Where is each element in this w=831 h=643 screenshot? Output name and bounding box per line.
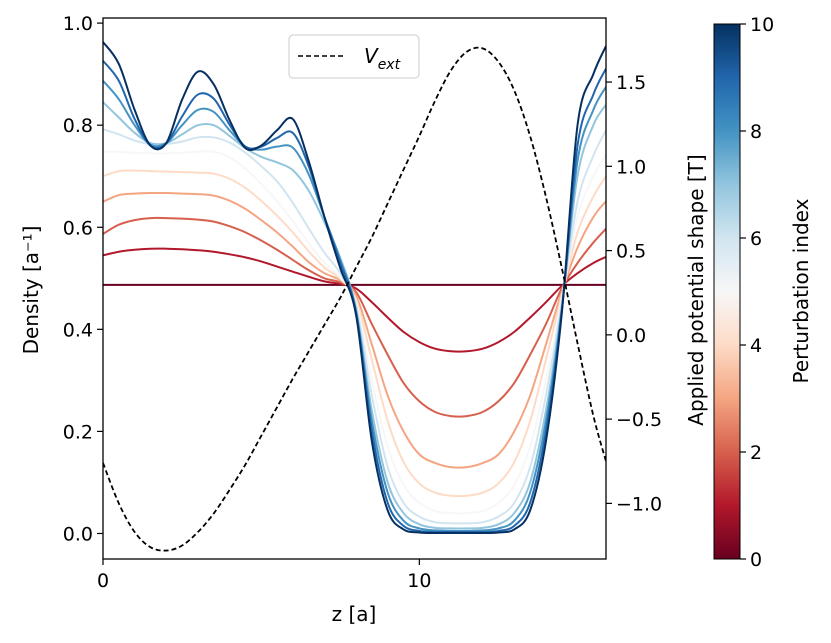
x-tick-label: 0 (97, 570, 109, 592)
y-left-tick-label: 0.6 (63, 217, 93, 239)
legend-box (288, 34, 420, 79)
legend-vext-label: Vext (364, 44, 401, 73)
density-line-3 (103, 191, 606, 469)
x-axis-ticks: 0 10 (97, 559, 431, 592)
density-line-6 (103, 128, 606, 525)
colorbar-tick-label: 2 (750, 442, 762, 464)
y-left-axis-ticks: 0.0 0.2 0.4 0.6 0.8 1.0 (63, 13, 103, 545)
y-left-tick-label: 0.0 (63, 523, 93, 545)
density-line-2 (103, 216, 606, 418)
legend-vext-sub: ext (378, 57, 401, 73)
density-line-5 (103, 150, 606, 515)
y-right-tick-label: 1.5 (616, 72, 646, 94)
density-series-group (103, 41, 606, 535)
colorbar-tick-label: 6 (750, 228, 762, 250)
legend: Vext (288, 34, 420, 79)
colorbar-tick-label: 10 (750, 14, 774, 36)
vext-line (103, 46, 606, 552)
colorbar-tick-label: 0 (750, 549, 762, 571)
y-right-tick-label: 1.0 (616, 156, 646, 178)
colorbar-ticks: 0 2 4 6 8 10 (740, 14, 774, 571)
y-right-axis-ticks: −1.0 −0.5 0.0 0.5 1.0 1.5 (606, 72, 662, 515)
colorbar-tick-label: 8 (750, 121, 762, 143)
y-left-axis-label: Density [a⁻¹] (19, 226, 43, 355)
y-left-tick-label: 0.4 (63, 319, 93, 341)
plot-frame (102, 17, 607, 560)
colorbar-label: Perturbation index (789, 198, 813, 383)
vext-series-group (103, 46, 606, 552)
legend-vext-main: V (364, 44, 379, 68)
y-right-tick-label: −1.0 (616, 493, 662, 515)
y-left-tick-label: 1.0 (63, 13, 93, 35)
x-tick-label: 10 (407, 570, 431, 592)
y-right-tick-label: −0.5 (616, 409, 662, 431)
y-right-axis-label: Applied potential shape [T] (684, 154, 708, 425)
colorbar (713, 23, 741, 560)
density-line-1 (103, 247, 606, 353)
y-left-tick-label: 0.8 (63, 115, 93, 137)
colorbar-tick-label: 4 (750, 335, 762, 357)
y-right-tick-label: 0.0 (616, 325, 646, 347)
density-line-10 (103, 41, 606, 535)
x-axis-label: z [a] (332, 602, 377, 626)
y-right-tick-label: 0.5 (616, 241, 646, 263)
y-left-tick-label: 0.2 (63, 421, 93, 443)
